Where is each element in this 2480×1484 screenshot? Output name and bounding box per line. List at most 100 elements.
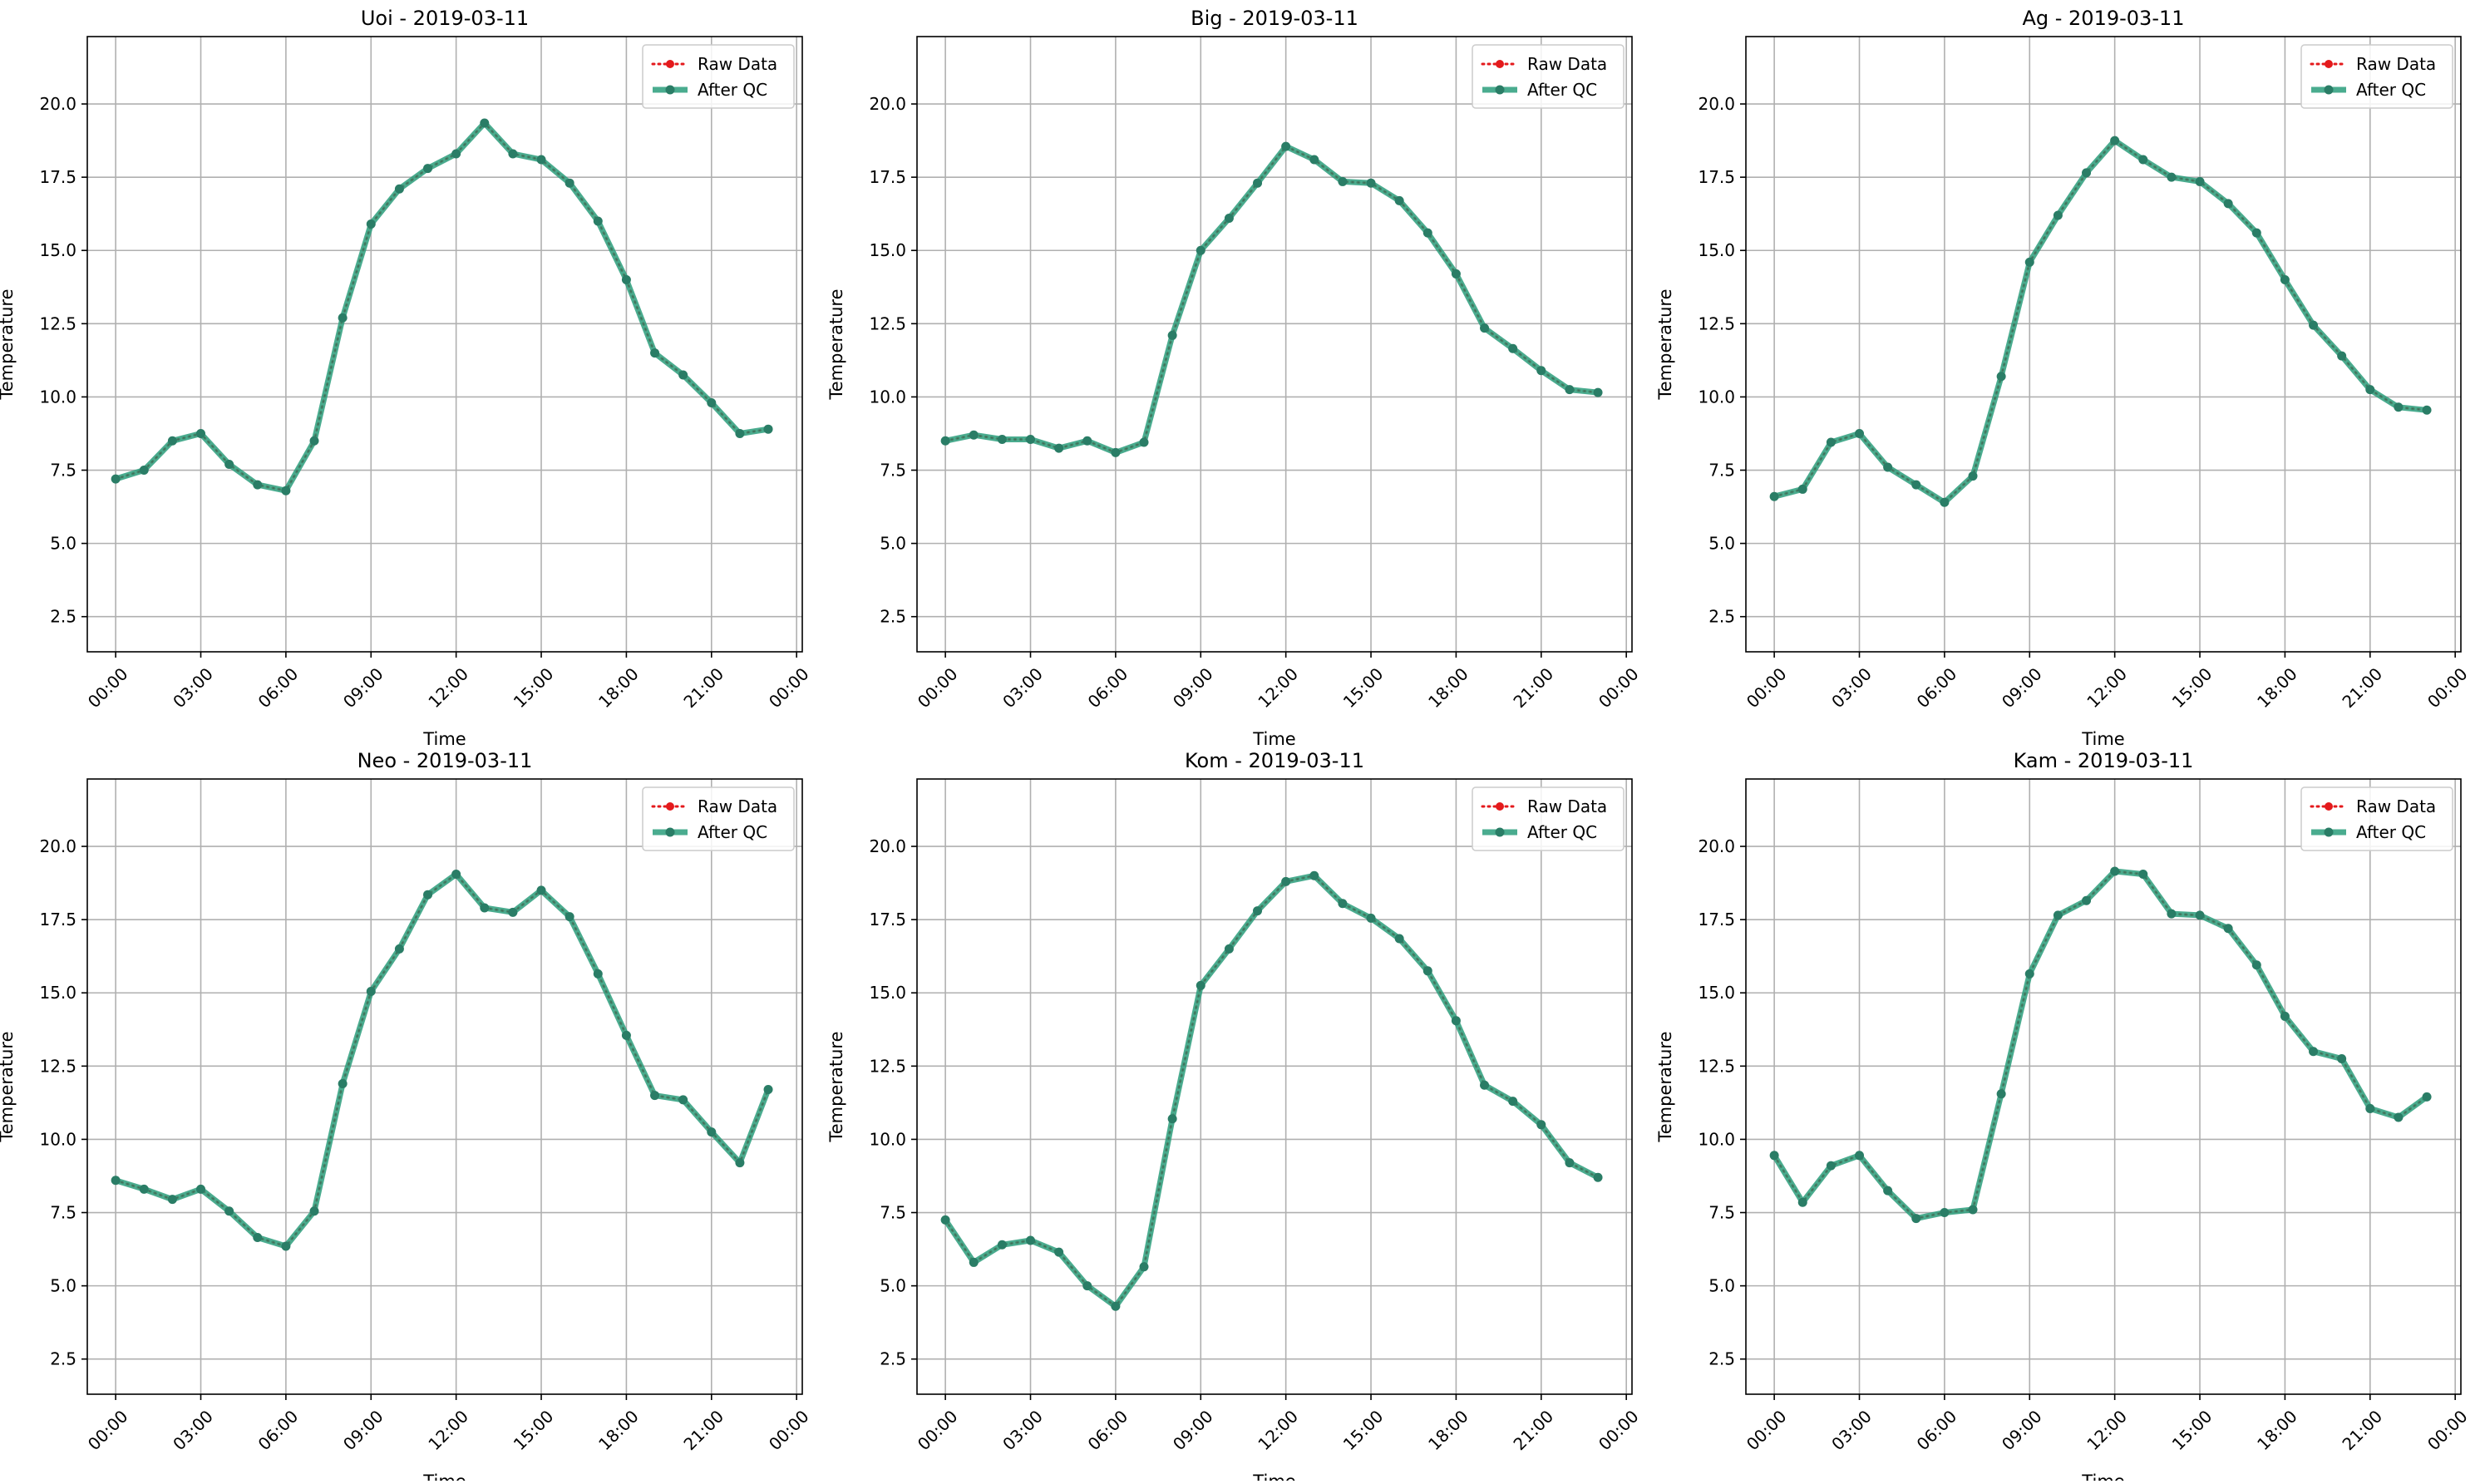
after-qc-point	[1253, 178, 1263, 188]
after-qc-point	[1480, 1080, 1490, 1090]
after-qc-point	[423, 164, 433, 174]
after-qc-point	[650, 348, 660, 358]
chart-title: Uoi - 2019-03-11	[361, 7, 529, 30]
after-qc-point	[2138, 155, 2148, 165]
y-tick-label: 5.0	[1708, 534, 1735, 554]
legend-qc-label: After QC	[2356, 822, 2426, 842]
axes-frame	[916, 36, 1633, 653]
after-qc-point	[2251, 960, 2261, 970]
after-qc-point	[1508, 1097, 1518, 1107]
subplot-2: 2.5 5.0 7.5 10.0 12.5 15.0 17.5 20.0 00:00 03:00 0…	[826, 7, 1643, 749]
after-qc-point	[253, 480, 263, 490]
after-qc-point	[536, 885, 546, 895]
after-qc-point	[196, 1184, 206, 1194]
y-tick-label: 12.5	[1698, 1056, 1735, 1076]
plot-area	[917, 37, 1632, 652]
y-tick-label: 2.5	[50, 1349, 76, 1369]
subplot-6: 2.5 5.0 7.5 10.0 12.5 15.0 17.5 20.0 00:00 03:00 0…	[1655, 749, 2472, 1484]
legend-raw-marker	[1496, 60, 1504, 68]
after-qc-point	[1224, 213, 1234, 223]
after-qc-point	[1026, 1235, 1036, 1245]
x-tick-label: 09:00	[1169, 1406, 1217, 1454]
after-qc-point	[1139, 437, 1149, 447]
chart-title: Kom - 2019-03-11	[1185, 749, 1364, 772]
y-tick-label: 15.0	[869, 240, 906, 260]
after-qc-point	[1366, 913, 1376, 923]
x-tick-label: 03:00	[1827, 1406, 1876, 1454]
after-qc-point	[2394, 1112, 2404, 1122]
axes-frame	[86, 36, 803, 653]
after-qc-point	[2365, 1103, 2375, 1113]
after-qc-point	[1338, 176, 1348, 186]
after-qc-point	[940, 1215, 950, 1225]
after-qc-point	[394, 184, 404, 194]
after-qc-point	[969, 430, 979, 440]
after-qc-point	[536, 155, 546, 165]
legend: Raw Data After QC	[1472, 44, 1625, 109]
after-qc-point	[451, 149, 461, 159]
after-qc-point	[1167, 330, 1177, 340]
legend-raw-label: Raw Data	[2356, 796, 2436, 816]
x-tick-label: 00:00	[1595, 663, 1643, 712]
after-qc-point	[621, 1030, 631, 1040]
y-tick-label: 5.0	[880, 534, 906, 554]
x-tick-label: 00:00	[84, 1406, 132, 1454]
after-qc-point	[678, 1095, 688, 1105]
x-tick-label: 00:00	[84, 663, 132, 712]
x-tick-label: 21:00	[1510, 663, 1558, 712]
y-tick-label: 5.0	[50, 534, 76, 554]
x-tick-label: 15:00	[2168, 1406, 2216, 1454]
x-axis-label: Time	[422, 1472, 466, 1481]
after-qc-point	[1082, 436, 1092, 446]
x-tick-label: 21:00	[680, 663, 728, 712]
y-tick-label: 17.5	[39, 910, 76, 929]
y-tick-label: 15.0	[39, 240, 76, 260]
after-qc-point	[707, 1127, 717, 1137]
after-qc-point	[1054, 443, 1064, 453]
after-qc-point	[366, 986, 376, 996]
x-axis-label: Time	[422, 729, 466, 749]
x-tick-label: 15:00	[1339, 663, 1388, 712]
after-qc-point	[1309, 155, 1319, 165]
y-tick-label: 17.5	[1698, 910, 1735, 929]
after-qc-overlay	[944, 145, 1599, 454]
x-tick-label: 15:00	[510, 1406, 558, 1454]
after-qc-point	[1593, 1172, 1603, 1182]
after-qc-point	[1281, 876, 1291, 886]
after-qc-point	[997, 435, 1007, 445]
x-tick-label: 03:00	[998, 1406, 1047, 1454]
after-qc-point	[111, 1176, 121, 1186]
after-qc-line	[943, 872, 1600, 1309]
x-tick-label: 06:00	[1084, 1406, 1132, 1454]
y-tick-label: 10.0	[869, 1129, 906, 1149]
legend-qc-label: After QC	[1527, 822, 1597, 842]
after-qc-point	[2138, 870, 2148, 880]
y-tick-label: 15.0	[1698, 240, 1735, 260]
y-tick-label: 12.5	[869, 1056, 906, 1076]
after-qc-point	[1196, 245, 1205, 255]
after-qc-point	[650, 1091, 660, 1101]
y-tick-label: 15.0	[39, 983, 76, 1003]
axes-frame	[1745, 778, 2462, 1395]
x-axis-label: Time	[2081, 1472, 2124, 1481]
y-tick-label: 7.5	[1708, 461, 1735, 481]
legend-qc-marker	[665, 827, 675, 837]
y-tick-label: 2.5	[880, 1349, 906, 1369]
legend-qc-marker	[665, 85, 675, 95]
x-tick-label: 21:00	[2339, 663, 2387, 712]
after-qc-point	[480, 118, 490, 128]
x-tick-label: 15:00	[510, 663, 558, 712]
x-tick-label: 00:00	[765, 663, 813, 712]
after-qc-point	[1394, 934, 1404, 944]
after-qc-point	[1996, 1089, 2006, 1099]
after-qc-point	[1769, 491, 1779, 501]
x-tick-label: 00:00	[914, 663, 962, 712]
after-qc-overlay	[1773, 870, 2428, 1220]
x-tick-label: 00:00	[2423, 663, 2472, 712]
after-qc-point	[2309, 320, 2319, 330]
y-tick-label: 7.5	[50, 1203, 76, 1223]
y-tick-label: 12.5	[1698, 313, 1735, 333]
chart-title: Neo - 2019-03-11	[357, 749, 533, 772]
y-tick-label: 20.0	[39, 94, 76, 114]
series-after-qc	[1769, 866, 2432, 1224]
